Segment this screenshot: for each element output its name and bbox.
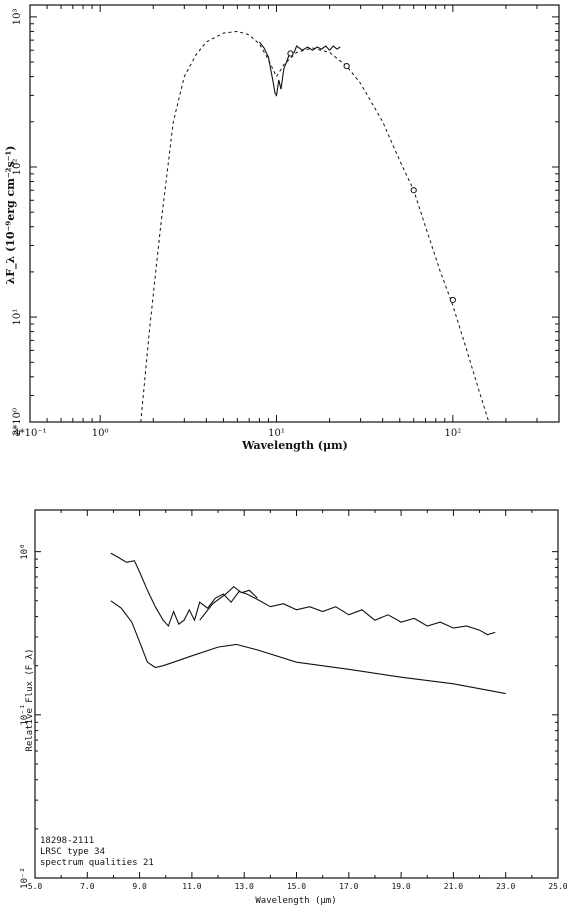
sed-x-axis-label: Wavelength (μm) — [241, 439, 348, 452]
sed-x-tick-label: 4*10⁻¹ — [13, 428, 46, 439]
lrs-x-tick-label: 13.0 — [235, 882, 254, 891]
sed-photometry-point — [287, 50, 294, 57]
lrs-x-tick-label: 21.0 — [444, 882, 463, 891]
lrs-x-axis-label: Wavelength (μm) — [255, 896, 336, 906]
lrs-series — [110, 552, 506, 695]
lrs-spectrum-curve — [110, 552, 496, 636]
lrs-y-axis-label: Relative Flux (F_λ) — [25, 649, 35, 752]
lrs-spectrum-curve — [199, 585, 258, 621]
lrs-plot-frame — [34, 509, 559, 879]
lrs-x-tick-label: 19.0 — [391, 882, 410, 891]
lrs-x-tick-label: 17.0 — [339, 882, 358, 891]
lrs-x-tick-label: 7.0 — [80, 882, 95, 891]
sed-x-tick-label: 10⁰ — [92, 428, 109, 439]
lrs-x-tick-label: 11.0 — [182, 882, 201, 891]
lrs-x-tick-labels: 5.0 7.0 9.0 11.0 13.0 15.0 17.0 19.0 21.0 23.0 25.… — [28, 882, 568, 891]
sed-x-tick-label: 10¹ — [268, 428, 285, 439]
sed-chart: 4*10⁻¹ 10⁰ 10¹ 10² 2*10⁰ 10¹ 10² 10³ Wavelengt… — [4, 4, 560, 452]
sed-y-tick-label: 10¹ — [12, 309, 23, 326]
lrs-x-tick-label: 15.0 — [287, 882, 306, 891]
lrs-annotation-quality: spectrum qualities 21 — [40, 858, 154, 868]
sed-x-tick-labels: 4*10⁻¹ 10⁰ 10¹ 10² — [13, 428, 461, 439]
lrs-y-tick-labels: 10⁰ 10⁻¹ 10⁻² — [20, 544, 30, 889]
lrs-spectrum-curve — [110, 600, 506, 695]
lrs-x-tick-label: 25.0 — [548, 882, 567, 891]
sed-photometry-points — [287, 50, 456, 304]
sed-ticks — [29, 5, 560, 423]
lrs-x-tick-label: 5.0 — [28, 882, 43, 891]
lrs-annotation-type: LRSC type 34 — [40, 847, 105, 857]
sed-model-curve — [140, 30, 490, 423]
sed-y-axis-label: λF_λ (10⁻⁹erg cm⁻²s⁻¹) — [4, 146, 18, 285]
lrs-y-tick-label: 10⁻¹ — [20, 704, 30, 726]
sed-y-tick-label: 2*10⁰ — [12, 408, 23, 436]
sed-y-tick-labels: 2*10⁰ 10¹ 10² 10³ — [12, 9, 23, 437]
sed-y-tick-label: 10² — [12, 159, 23, 176]
sed-photometry-point — [410, 187, 417, 194]
sed-photometry-point — [343, 63, 350, 70]
sed-plot-frame — [29, 4, 560, 423]
sed-photometry-point — [449, 296, 456, 304]
lrs-y-tick-label: 10⁰ — [20, 544, 30, 560]
lrs-y-tick-label: 10⁻² — [20, 867, 30, 889]
lrs-x-tick-label: 9.0 — [132, 882, 147, 891]
sed-y-tick-label: 10³ — [12, 9, 23, 26]
lrs-x-tick-label: 23.0 — [496, 882, 515, 891]
sed-x-tick-label: 10² — [444, 428, 461, 439]
lrs-ticks — [34, 510, 559, 879]
lrs-annotation-source-id: 18298-2111 — [40, 836, 94, 846]
